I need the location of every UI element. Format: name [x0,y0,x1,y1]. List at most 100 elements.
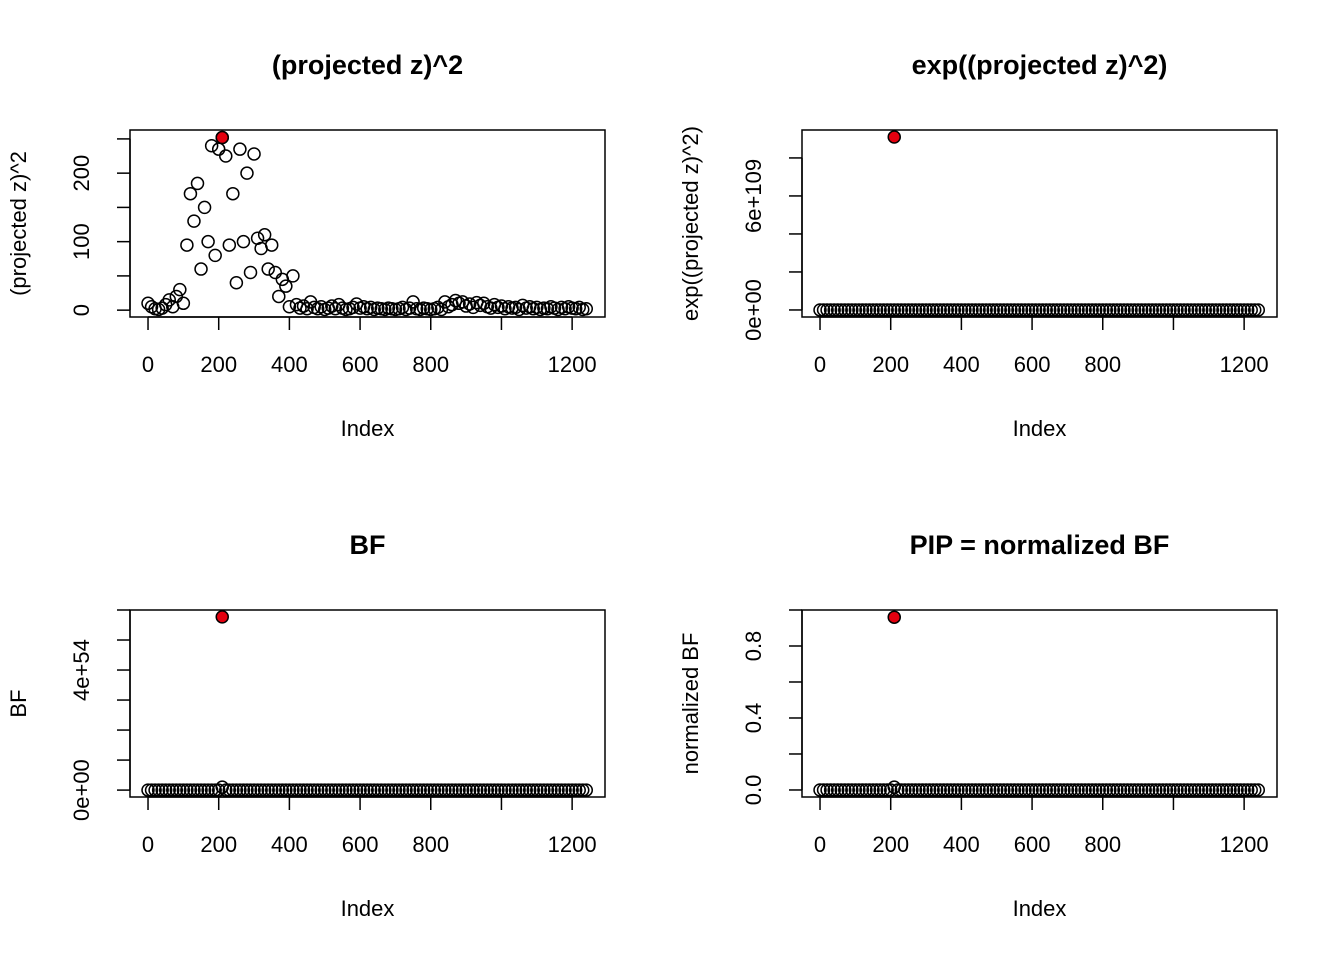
point [257,783,272,797]
point [568,783,583,797]
point [558,783,572,797]
point [852,303,866,317]
point [1180,303,1195,317]
point [325,783,339,797]
point [1163,303,1177,317]
point [1180,783,1195,797]
point [1099,783,1114,797]
point [1021,783,1036,797]
point [1152,783,1167,797]
point [1071,783,1085,797]
point [158,783,173,797]
y-tick-label: 4e+54 [69,639,94,701]
point [424,783,438,797]
panel-title: exp((projected z)^2) [912,50,1168,80]
point [1117,783,1131,797]
point [1138,303,1152,317]
point [1187,303,1202,317]
point [378,783,392,797]
point [873,303,887,317]
point [141,783,155,797]
point [1078,303,1092,317]
point [1042,783,1057,797]
point [551,783,565,797]
point [1223,783,1237,797]
y-tick-label: 200 [69,155,94,192]
point [880,783,894,797]
point [813,303,827,317]
point [215,610,229,624]
y-tick-label: 100 [69,223,94,260]
point [385,783,399,797]
point [296,783,311,797]
point [346,300,360,315]
point [148,783,162,797]
point [816,303,831,317]
point [820,303,834,317]
point [1244,783,1258,797]
point [342,783,357,797]
point [554,783,569,797]
point [272,289,286,304]
point [1085,783,1099,797]
point [993,783,1008,797]
point [151,783,166,797]
point [1223,303,1237,317]
point [912,303,926,317]
point [215,130,229,145]
point [515,783,530,797]
point [173,783,187,797]
point [1198,303,1213,317]
point [823,783,838,797]
point [908,783,923,797]
x-tick-label: 0 [142,832,154,857]
point [540,783,555,797]
point [1092,783,1106,797]
point [222,238,237,252]
point [176,783,191,797]
point [575,783,590,797]
point [381,783,396,797]
point [505,783,519,797]
point [1170,303,1184,317]
y-axis-label: normalized BF [678,633,703,775]
point [873,783,887,797]
point [972,303,986,317]
point [965,303,979,317]
point [328,783,343,797]
point [1141,303,1156,317]
panel-title: (projected z)^2 [272,50,463,80]
point [1096,783,1110,797]
point [1141,783,1156,797]
point [951,303,965,317]
point [1240,303,1255,317]
point [1007,783,1022,797]
point [1057,303,1071,317]
point [852,783,866,797]
point [1131,783,1145,797]
point [929,303,944,317]
point [144,783,159,797]
point [416,783,431,797]
point [1251,303,1266,317]
point [477,296,491,311]
point [1247,303,1262,317]
point [958,303,972,317]
point [565,783,579,797]
point [919,783,933,797]
point [834,783,848,797]
point [997,303,1011,317]
point [229,276,244,290]
point [979,783,993,797]
point [374,783,389,797]
point [1113,783,1128,797]
point [370,783,385,797]
x-tick-label: 800 [412,832,449,857]
point [413,783,427,797]
y-axis-label: exp((projected z)^2) [678,126,703,321]
point [975,783,990,797]
point [954,303,969,317]
x-tick-label: 1200 [548,352,597,377]
point [508,783,523,797]
point [841,303,856,317]
